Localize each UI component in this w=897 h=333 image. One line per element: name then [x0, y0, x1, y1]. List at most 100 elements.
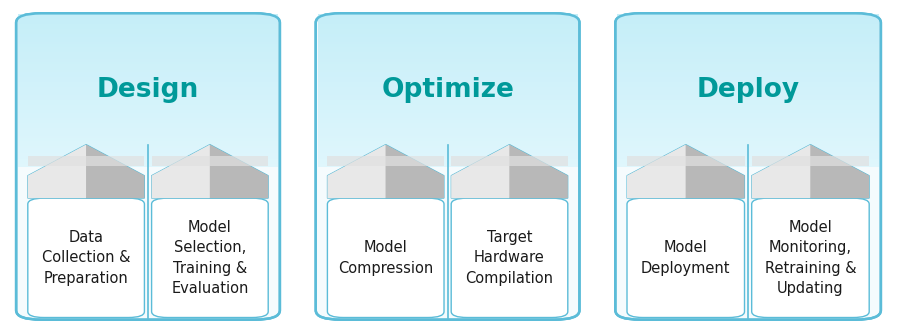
Bar: [617, 98, 879, 101]
Bar: [617, 37, 879, 39]
Bar: [318, 67, 578, 70]
Bar: [617, 67, 879, 70]
Bar: [18, 136, 278, 139]
Bar: [18, 146, 278, 149]
Bar: [318, 123, 578, 126]
Polygon shape: [752, 156, 869, 166]
Polygon shape: [327, 145, 444, 198]
Bar: [18, 54, 278, 57]
Bar: [617, 49, 879, 52]
Bar: [318, 161, 578, 164]
Bar: [18, 80, 278, 83]
Bar: [617, 90, 879, 93]
Bar: [318, 65, 578, 67]
Bar: [617, 14, 879, 17]
Bar: [18, 59, 278, 62]
Bar: [617, 105, 879, 108]
Bar: [18, 133, 278, 136]
Bar: [18, 39, 278, 42]
Bar: [617, 19, 879, 22]
FancyBboxPatch shape: [627, 198, 745, 318]
Bar: [18, 118, 278, 121]
Bar: [18, 26, 278, 29]
Bar: [318, 146, 578, 149]
Bar: [617, 121, 879, 123]
Bar: [318, 14, 578, 17]
FancyBboxPatch shape: [152, 198, 268, 318]
Bar: [18, 115, 278, 118]
Text: Model
Monitoring,
Retraining &
Updating: Model Monitoring, Retraining & Updating: [764, 220, 857, 296]
Bar: [318, 52, 578, 55]
Polygon shape: [627, 145, 745, 198]
FancyBboxPatch shape: [615, 13, 881, 320]
Bar: [617, 159, 879, 162]
Polygon shape: [686, 145, 745, 198]
Bar: [318, 75, 578, 78]
Bar: [18, 19, 278, 22]
Bar: [18, 34, 278, 37]
Polygon shape: [327, 145, 386, 198]
Bar: [318, 100, 578, 103]
Bar: [318, 77, 578, 80]
Bar: [318, 57, 578, 60]
Bar: [18, 98, 278, 101]
Bar: [18, 105, 278, 108]
Bar: [617, 93, 879, 95]
Bar: [318, 136, 578, 139]
Bar: [18, 75, 278, 78]
Bar: [617, 138, 879, 141]
Bar: [18, 159, 278, 162]
Bar: [617, 47, 879, 50]
Bar: [18, 103, 278, 106]
Bar: [18, 87, 278, 90]
Bar: [617, 87, 879, 90]
Bar: [617, 115, 879, 118]
Bar: [318, 49, 578, 52]
Polygon shape: [509, 145, 568, 198]
Bar: [318, 108, 578, 111]
FancyBboxPatch shape: [28, 198, 144, 318]
Bar: [617, 118, 879, 121]
Polygon shape: [752, 145, 869, 198]
Bar: [617, 34, 879, 37]
Bar: [18, 29, 278, 32]
FancyBboxPatch shape: [316, 13, 579, 320]
Bar: [617, 44, 879, 47]
Bar: [617, 149, 879, 151]
Bar: [18, 141, 278, 144]
Bar: [318, 156, 578, 159]
Polygon shape: [752, 145, 811, 198]
Bar: [318, 80, 578, 83]
Bar: [318, 105, 578, 108]
Bar: [617, 164, 879, 166]
Bar: [18, 100, 278, 103]
Bar: [18, 131, 278, 134]
Bar: [18, 156, 278, 159]
Bar: [18, 21, 278, 24]
Bar: [318, 16, 578, 19]
Bar: [18, 77, 278, 80]
Bar: [318, 95, 578, 98]
Bar: [318, 138, 578, 141]
Bar: [318, 93, 578, 95]
Bar: [318, 70, 578, 73]
Bar: [617, 31, 879, 34]
Polygon shape: [28, 145, 86, 198]
Bar: [617, 123, 879, 126]
Bar: [18, 82, 278, 85]
Bar: [617, 70, 879, 73]
Bar: [617, 95, 879, 98]
Bar: [617, 146, 879, 149]
Bar: [18, 151, 278, 154]
Bar: [18, 154, 278, 156]
Bar: [617, 21, 879, 24]
Bar: [18, 42, 278, 45]
Bar: [18, 31, 278, 34]
FancyBboxPatch shape: [451, 198, 568, 318]
Bar: [18, 70, 278, 73]
Bar: [318, 62, 578, 65]
Bar: [18, 14, 278, 17]
Bar: [18, 57, 278, 60]
Bar: [617, 26, 879, 29]
Bar: [617, 80, 879, 83]
